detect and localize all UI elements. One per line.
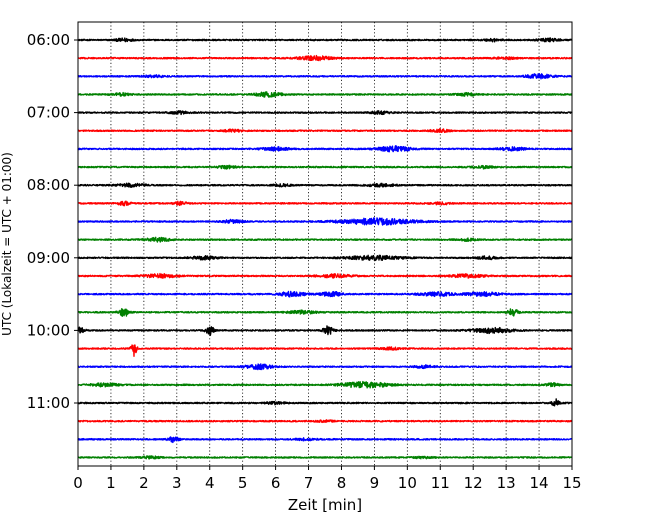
y-tick-label: 11:00 [27, 394, 70, 412]
seismic-traces [77, 37, 573, 460]
seismic-trace-row [77, 455, 573, 460]
x-tick-label: 1 [106, 474, 116, 492]
y-tick-label: 07:00 [27, 104, 70, 122]
x-tick-label: 14 [530, 474, 549, 492]
x-tick-label: 9 [370, 474, 380, 492]
y-tick-label: 09:00 [27, 249, 70, 267]
seismic-trace-row [77, 344, 573, 357]
x-tick-label: 8 [337, 474, 347, 492]
y-tick-label: 06:00 [27, 31, 70, 49]
x-tick-label: 11 [431, 474, 450, 492]
seismic-trace-row [77, 73, 573, 80]
seismic-trace-row [77, 236, 573, 243]
x-tick-label: 12 [464, 474, 483, 492]
y-tick-label: 08:00 [27, 176, 70, 194]
seismic-trace-row [77, 398, 573, 407]
x-tick-label: 4 [205, 474, 215, 492]
seismic-trace-row [77, 436, 573, 444]
plot-frame [77, 21, 573, 467]
x-axis-ticks: 0 1 2 3 4 5 6 7 8 9 10 11 12 13 14 15 [73, 466, 582, 492]
x-tick-label: 3 [172, 474, 182, 492]
x-tick-label: 6 [271, 474, 281, 492]
seismic-trace-row [77, 272, 573, 279]
x-tick-label: 0 [73, 474, 83, 492]
x-tick-label: 2 [139, 474, 149, 492]
seismic-trace-row [77, 290, 573, 298]
seismic-trace-row [77, 182, 573, 188]
seismic-trace-row [77, 200, 573, 207]
x-axis-label: Zeit [min] [288, 496, 362, 514]
seismic-trace-row [77, 37, 573, 43]
y-axis-label: UTC (Lokalzeit = UTC + 01:00) [0, 152, 14, 336]
x-tick-label: 7 [304, 474, 314, 492]
seismic-trace-row [77, 54, 573, 62]
x-tick-label: 13 [497, 474, 516, 492]
seismic-trace-row [77, 254, 573, 262]
seismic-trace-row [77, 128, 573, 134]
x-tick-label: 10 [398, 474, 417, 492]
seismic-trace-row [77, 91, 573, 98]
seismic-trace-row [77, 363, 573, 371]
seismic-trace-row [77, 325, 573, 337]
seismic-trace-row [77, 110, 573, 116]
x-tick-label: 5 [238, 474, 248, 492]
y-axis-ticks: 06:00 07:00 08:00 09:00 10:00 11:00 [27, 31, 78, 412]
seismic-trace-row [77, 164, 573, 170]
seismic-trace-row [77, 145, 573, 153]
seismic-trace-row [77, 217, 573, 226]
seismic-trace-row [77, 308, 573, 317]
grid-lines [110, 22, 540, 466]
seismic-trace-row [77, 419, 573, 424]
seismic-trace-row [77, 380, 573, 389]
x-tick-label: 15 [562, 474, 581, 492]
y-tick-label: 10:00 [27, 321, 70, 339]
